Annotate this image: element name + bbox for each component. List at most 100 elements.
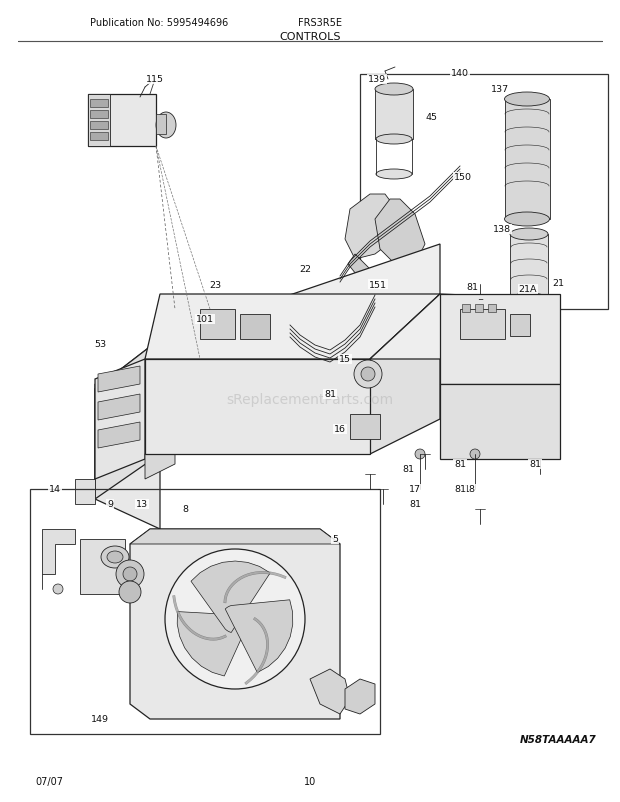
Polygon shape — [95, 339, 160, 500]
Text: 81: 81 — [454, 485, 466, 494]
Text: 8: 8 — [182, 505, 188, 514]
Text: 45: 45 — [426, 113, 438, 123]
Bar — [475, 305, 483, 313]
Bar — [200, 310, 235, 339]
Polygon shape — [75, 480, 95, 504]
Text: 101: 101 — [196, 315, 214, 324]
Ellipse shape — [510, 294, 548, 306]
Polygon shape — [95, 359, 145, 480]
Bar — [90, 100, 108, 107]
Bar — [460, 310, 505, 339]
Text: ─: ─ — [478, 297, 482, 302]
Text: Publication No: 5995494696: Publication No: 5995494696 — [90, 18, 228, 28]
Circle shape — [470, 449, 480, 460]
Polygon shape — [145, 294, 440, 359]
Ellipse shape — [376, 135, 412, 145]
Text: 140: 140 — [451, 68, 469, 78]
Bar — [90, 122, 108, 130]
Text: sReplacementParts.com: sReplacementParts.com — [226, 392, 394, 407]
Polygon shape — [370, 294, 560, 359]
Polygon shape — [98, 367, 140, 392]
Text: 07/07: 07/07 — [35, 776, 63, 786]
Circle shape — [354, 361, 382, 388]
Circle shape — [361, 367, 375, 382]
Text: 22: 22 — [299, 265, 311, 274]
Text: 13: 13 — [136, 500, 148, 508]
Text: 16: 16 — [334, 425, 346, 434]
Bar — [462, 305, 470, 313]
Bar — [510, 314, 530, 337]
Ellipse shape — [156, 113, 176, 139]
Ellipse shape — [510, 229, 548, 241]
Text: 23: 23 — [209, 280, 221, 290]
Polygon shape — [440, 384, 560, 460]
Polygon shape — [145, 359, 370, 455]
Circle shape — [165, 549, 305, 689]
Polygon shape — [95, 384, 160, 529]
Text: 81: 81 — [466, 282, 478, 291]
Circle shape — [123, 567, 137, 581]
Bar — [375, 90, 413, 140]
Ellipse shape — [375, 84, 413, 96]
Bar — [350, 415, 380, 439]
Text: 10: 10 — [304, 776, 316, 786]
Text: 81: 81 — [454, 460, 466, 469]
Polygon shape — [130, 529, 340, 545]
Polygon shape — [98, 423, 140, 448]
Text: 5: 5 — [332, 535, 338, 544]
Polygon shape — [375, 200, 425, 265]
Text: 81: 81 — [402, 465, 414, 474]
Text: 21: 21 — [552, 278, 564, 287]
Text: 138: 138 — [493, 225, 511, 234]
Circle shape — [53, 585, 63, 594]
Text: 18: 18 — [464, 485, 476, 494]
Polygon shape — [177, 612, 249, 676]
Bar — [88, 95, 156, 147]
Polygon shape — [98, 395, 140, 420]
Ellipse shape — [101, 546, 129, 569]
Polygon shape — [95, 245, 440, 390]
Text: 21A: 21A — [519, 286, 538, 294]
Bar — [90, 133, 108, 141]
Text: 15: 15 — [339, 355, 351, 364]
Polygon shape — [345, 195, 400, 260]
Text: 149: 149 — [91, 715, 109, 723]
Ellipse shape — [376, 170, 412, 180]
Text: N58TAAAAA7: N58TAAAAA7 — [520, 734, 596, 744]
Bar — [360, 75, 608, 310]
Polygon shape — [370, 294, 440, 455]
Text: 115: 115 — [146, 75, 164, 84]
Bar — [90, 111, 108, 119]
Circle shape — [119, 581, 141, 603]
Ellipse shape — [505, 93, 549, 107]
Text: 53: 53 — [94, 340, 106, 349]
Text: FRS3R5E: FRS3R5E — [298, 18, 342, 28]
Text: CONTROLS: CONTROLS — [279, 32, 341, 42]
Polygon shape — [440, 294, 560, 384]
Text: 14: 14 — [49, 485, 61, 494]
Text: 150: 150 — [454, 173, 472, 182]
Text: 139: 139 — [368, 75, 386, 84]
Text: 151: 151 — [369, 280, 387, 290]
Text: 137: 137 — [491, 85, 509, 95]
Bar — [240, 314, 270, 339]
Ellipse shape — [107, 551, 123, 563]
Polygon shape — [310, 669, 350, 714]
Polygon shape — [42, 529, 75, 574]
Polygon shape — [191, 561, 270, 633]
Bar — [488, 305, 496, 313]
Ellipse shape — [505, 213, 549, 227]
Polygon shape — [130, 529, 340, 719]
Polygon shape — [145, 439, 175, 480]
Bar — [510, 235, 548, 300]
Text: 81: 81 — [409, 500, 421, 508]
Polygon shape — [345, 679, 375, 714]
Bar — [30, 489, 380, 734]
Bar — [80, 539, 125, 594]
Bar — [505, 100, 550, 220]
Bar — [88, 95, 110, 147]
Text: 9: 9 — [107, 500, 113, 508]
Text: 81: 81 — [324, 390, 336, 399]
Polygon shape — [225, 600, 293, 673]
Circle shape — [415, 449, 425, 460]
